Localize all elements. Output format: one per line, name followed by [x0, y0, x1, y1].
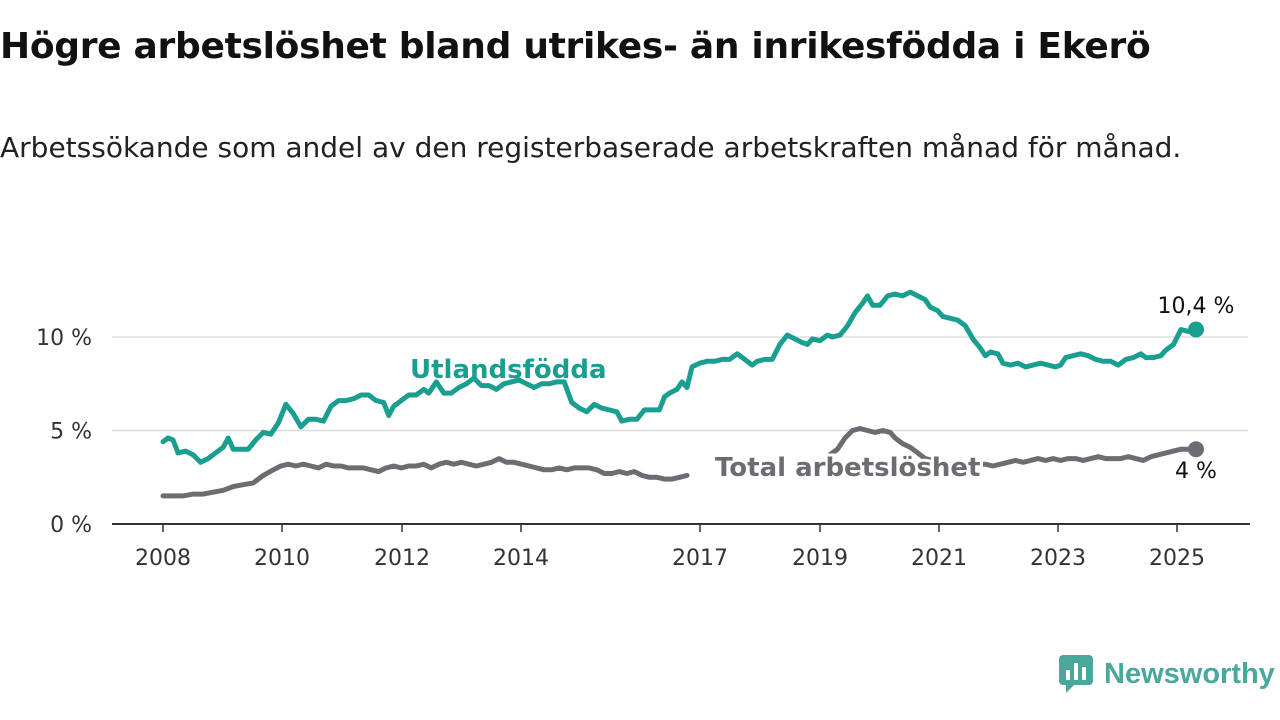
end-label-total: 4 % — [1175, 459, 1217, 484]
x-tick-label: 2010 — [254, 546, 310, 571]
y-tick-label: 0 % — [50, 513, 92, 538]
series-utlandsfodda-line — [160, 289, 1199, 465]
x-tick-label: 2021 — [911, 546, 967, 571]
x-tick-label: 2012 — [374, 546, 430, 571]
series-label-utlandsfodda: Utlandsfödda — [410, 355, 607, 385]
y-tick-label: 10 % — [36, 326, 92, 351]
series-total-line — [160, 456, 690, 499]
x-tick-label: 2014 — [493, 546, 549, 571]
newsworthy-logo: Newsworthy — [1058, 652, 1275, 696]
x-tick-label: 2019 — [792, 546, 848, 571]
newsworthy-brand-name: Newsworthy — [1104, 657, 1275, 690]
x-tick-label: 2017 — [672, 546, 728, 571]
series-utlandsfodda-endpoint — [1188, 321, 1204, 338]
end-label-utlandsfodda: 10,4 % — [1158, 294, 1235, 319]
chart-subtitle: Arbetssökande som andel av den registerb… — [0, 131, 1182, 164]
series-total-line — [827, 426, 1199, 469]
series-label-total: Total arbetslöshet — [715, 453, 980, 483]
chart-title: Högre arbetslöshet bland utrikes- än inr… — [0, 26, 1151, 67]
y-tick-label: 5 % — [50, 420, 92, 445]
newsworthy-logo-icon — [1059, 655, 1093, 693]
axes — [112, 523, 1250, 532]
gridlines — [112, 336, 1248, 432]
series — [160, 289, 1204, 499]
x-tick-label: 2023 — [1030, 546, 1086, 571]
x-tick-label: 2025 — [1149, 546, 1205, 571]
series-total-endpoint — [1188, 441, 1204, 458]
labels: 0 % 5 % 10 % 2008 2010 2012 2014 2017 2019 2021 20… — [36, 294, 1234, 571]
x-tick-label: 2008 — [135, 546, 191, 571]
